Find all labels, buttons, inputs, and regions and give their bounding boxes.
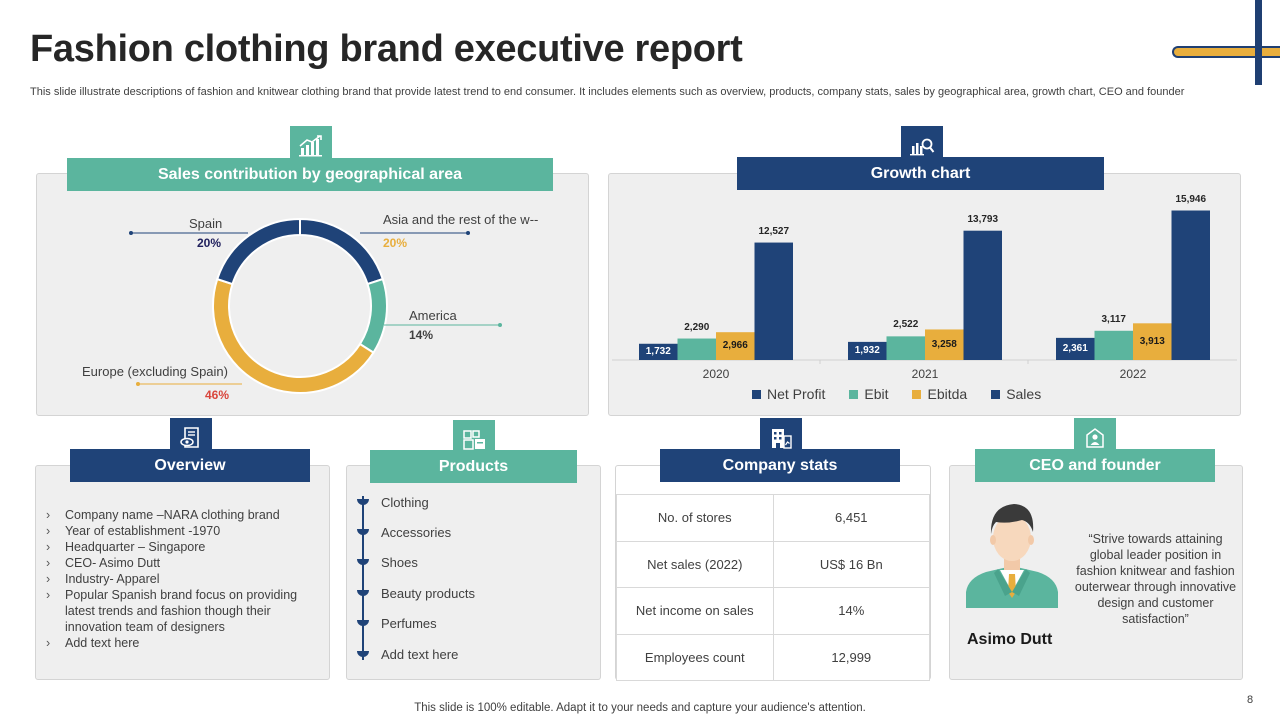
product-item: Clothing [357,495,429,510]
data-label: 2,290 [684,321,710,333]
overview-item: CEO- Asimo Dutt [46,555,316,571]
overview-item: Company name –NARA clothing brand [46,507,316,523]
product-item: Beauty products [357,586,475,601]
stat-label: Employees count [616,633,774,681]
decorative-bar [1172,46,1280,58]
bar-chart-up-icon [290,126,332,166]
growth-heading: Growth chart [737,157,1104,190]
overview-list: Company name –NARA clothing brand Year o… [46,507,316,651]
legend-net-profit: Net Profit [752,386,825,402]
donut-label-europe: Europe (excluding Spain) [82,364,228,379]
building-icon [760,418,802,458]
product-bullet [357,529,369,535]
company-stats-table: No. of stores 6,451 Net sales (2022) US$ 1… [616,494,931,681]
ceo-avatar [966,504,1058,608]
x-tick-2020: 2020 [702,367,730,381]
stat-label: Net income on sales [616,587,774,635]
product-bullet [357,499,369,505]
donut-pct-america: 14% [409,328,434,342]
products-panel [346,465,601,680]
donut-pct-spain: 20% [197,236,222,250]
stat-label: No. of stores [616,494,774,542]
product-item: Accessories [357,525,451,540]
donut-label-america: America [409,308,457,323]
ceo-quote: “Strive towards attaining global leader … [1074,532,1237,626]
legend-ebit: Ebit [849,386,888,402]
product-bullet [357,559,369,565]
person-building-icon [1074,418,1116,458]
data-label: 1,732 [645,345,671,357]
data-label: 1,932 [854,344,880,356]
growth-legend: Net Profit Ebit Ebitda Sales [752,386,1041,402]
data-label: 3,913 [1139,335,1165,347]
slide-subtitle: This slide illustrate descriptions of fa… [30,86,1185,98]
boxes-icon [453,420,495,460]
document-eye-icon [170,418,212,458]
data-label: 3,117 [1101,313,1126,325]
product-bullet [357,590,369,596]
stat-value: 14% [772,587,931,635]
product-bullet [357,620,369,626]
table-row: No. of stores 6,451 [616,494,931,542]
data-label: 2,361 [1062,342,1088,354]
data-label: 12,527 [758,225,790,237]
donut-label-asia: Asia and the rest of the w-- [383,212,539,227]
product-item: Add text here [357,647,458,662]
ceo-name: Asimo Dutt [967,631,1053,648]
legend-sales: Sales [991,386,1041,402]
product-bullet [357,651,369,657]
page-number: 8 [1247,694,1254,706]
table-row: Net income on sales 14% [616,587,931,635]
slide-title: Fashion clothing brand executive report [30,28,743,70]
stat-label: Net sales (2022) [616,540,774,588]
donut-label-spain: Spain [189,216,223,231]
overview-item: Industry- Apparel [46,571,316,587]
table-row: Employees count 12,999 [616,633,931,681]
table-row: Net sales (2022) US$ 16 Bn [616,540,931,588]
donut-pct-asia: 20% [383,236,408,250]
magnifier-chart-icon [901,126,943,166]
stat-value: US$ 16 Bn [772,540,931,588]
x-tick-2021: 2021 [911,367,939,381]
x-tick-2022: 2022 [1119,367,1147,381]
data-label: 2,966 [722,340,748,352]
donut-pct-europe: 46% [205,388,230,402]
overview-item: Headquarter – Singapore [46,539,316,555]
decorative-vertical-bar [1255,0,1262,85]
slide-footer: This slide is 100% editable. Adapt it to… [414,702,866,714]
overview-item: Add text here [46,635,316,651]
data-label: 15,946 [1175,193,1207,205]
data-label: 3,258 [931,338,957,350]
sales-geo-panel [36,173,589,416]
data-label: 13,793 [967,213,999,225]
product-item: Perfumes [357,616,437,631]
overview-item: Popular Spanish brand focus on providing… [46,587,316,635]
product-item: Shoes [357,555,418,570]
overview-item: Year of establishment -1970 [46,523,316,539]
stat-value: 12,999 [772,633,931,681]
data-label: 2,522 [893,319,919,331]
products-timeline [362,496,364,660]
legend-ebitda: Ebitda [912,386,967,402]
growth-panel [608,173,1241,416]
stat-value: 6,451 [772,494,931,542]
